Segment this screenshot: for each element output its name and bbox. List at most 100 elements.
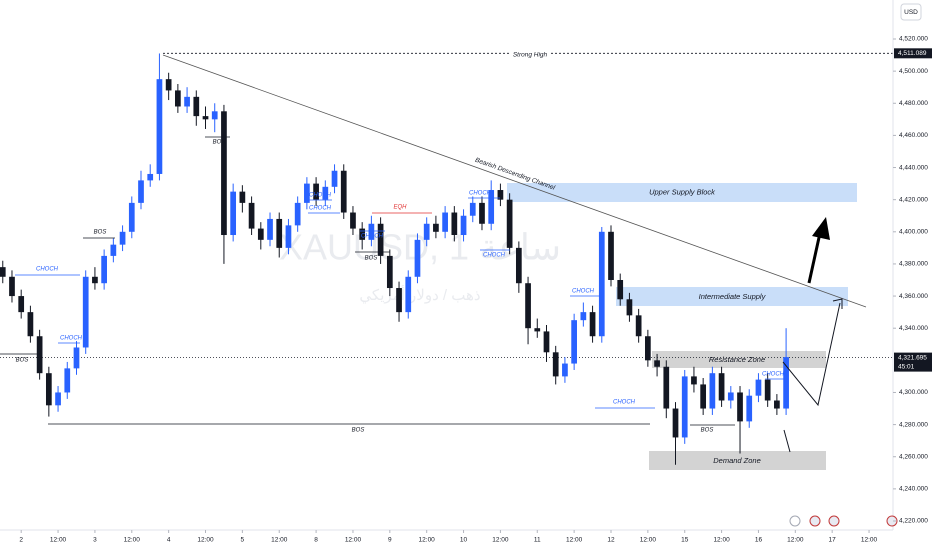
currency-label[interactable]: USD <box>904 9 918 16</box>
y-tick-label: 4,280.000 <box>899 421 928 428</box>
y-tick-label: 4,480.000 <box>899 100 928 107</box>
x-tick-label: 12:00 <box>787 537 804 544</box>
candle-body <box>350 212 356 229</box>
annotation: CHOCH <box>36 267 59 273</box>
candle-body <box>276 218 283 248</box>
candle-body <box>423 223 430 240</box>
annotation: CHOCH <box>60 336 83 342</box>
candle-body <box>73 347 80 369</box>
y-tick-label: 4,300.000 <box>899 389 928 396</box>
candle-body <box>119 231 126 245</box>
annotation: CHOCH <box>469 191 492 197</box>
candle-body <box>469 202 476 216</box>
candle-body <box>202 116 209 120</box>
candle-body <box>128 202 135 232</box>
candle-body <box>737 392 743 422</box>
projection-path <box>782 302 841 407</box>
candle-body <box>626 299 633 316</box>
candle-body <box>27 312 34 337</box>
x-tick-label: 5 <box>241 537 245 544</box>
event-icon[interactable] <box>789 515 801 527</box>
x-tick-label: 12:00 <box>861 537 878 544</box>
candle-body <box>221 111 227 236</box>
annotation: Resistance Zone <box>709 355 765 364</box>
currency-button[interactable] <box>900 3 922 21</box>
annotation: CHOCH <box>483 253 506 259</box>
x-tick-label: 12 <box>607 537 615 544</box>
x-tick-label: 12:00 <box>640 537 657 544</box>
upper-supply-zone <box>507 183 857 202</box>
demand-zone <box>649 451 826 470</box>
candle-body <box>746 395 753 422</box>
annotation: BOS <box>16 358 29 364</box>
candle-body <box>211 111 218 120</box>
y-tick-label: 4,240.000 <box>899 486 928 493</box>
candle-body <box>147 173 154 181</box>
candle-body <box>386 255 393 289</box>
y-tick-label: 4,460.000 <box>899 132 928 139</box>
y-tick-label: 4,500.000 <box>899 68 928 75</box>
candle-body <box>396 288 402 313</box>
event-icon[interactable] <box>828 515 840 527</box>
x-tick-label: 12:00 <box>271 537 288 544</box>
candle-body <box>580 312 587 321</box>
annotation: BOS <box>94 230 107 236</box>
x-tick-label: 12:00 <box>492 537 509 544</box>
annotation: Intermediate Supply <box>699 292 767 301</box>
candle-body <box>64 368 71 393</box>
candle-body <box>727 392 734 401</box>
candle-body <box>433 223 439 232</box>
background-layer: XAUUSD, 1 ساعة ذهب / دولار أمريكي <box>0 52 893 470</box>
candle-body <box>672 408 679 438</box>
candle-body <box>442 212 448 232</box>
x-tick-label: 15 <box>681 537 689 544</box>
candle-body <box>718 373 725 401</box>
annotation: CHOCH <box>572 289 595 295</box>
y-tick-label: 4,420.000 <box>899 196 928 203</box>
candle-body <box>654 360 660 367</box>
candle-body <box>313 183 319 200</box>
candle-body <box>755 379 762 396</box>
x-tick-label: 16 <box>755 537 763 544</box>
annotation: Strong High <box>513 52 548 59</box>
candle-body <box>18 296 25 313</box>
x-tick-label: 4 <box>167 537 171 544</box>
x-tick-label: 9 <box>388 537 392 544</box>
annotation: CHOCH <box>309 206 332 212</box>
y-tick-label: 4,400.000 <box>899 229 928 236</box>
annotation: BOS <box>365 256 378 262</box>
candle-body <box>764 379 771 401</box>
y-tick-label: 4,340.000 <box>899 325 928 332</box>
candle-body <box>488 190 495 224</box>
countdown: 45:01 <box>898 363 915 370</box>
candle-body <box>331 170 338 187</box>
candle-body <box>589 312 596 337</box>
candle-body <box>525 283 531 329</box>
projection-arrowhead <box>832 298 843 309</box>
annotation: BOS <box>352 428 365 434</box>
x-tick-label: 12:00 <box>566 537 583 544</box>
candle-body <box>617 280 624 300</box>
candle-body <box>497 190 504 200</box>
x-tick-label: 12:00 <box>345 537 362 544</box>
candle-body <box>110 244 117 256</box>
x-tick-label: 12:00 <box>124 537 141 544</box>
candle-body <box>608 231 614 280</box>
candle-body <box>543 331 550 353</box>
candle-body <box>285 225 292 248</box>
candle-body <box>304 183 310 203</box>
x-tick-label: 10 <box>460 537 468 544</box>
candle-body <box>598 231 605 337</box>
bullish-arrowhead <box>812 217 830 240</box>
annotation: EQH <box>393 205 407 211</box>
candle-body <box>45 373 52 406</box>
y-tick-label: 4,440.000 <box>899 164 928 171</box>
strong-high-tag <box>894 48 932 59</box>
candle-body <box>36 336 43 374</box>
event-icon[interactable] <box>886 515 898 527</box>
candle-body <box>663 366 670 409</box>
annotation: Upper Supply Block <box>649 187 716 196</box>
event-icon[interactable] <box>809 515 821 527</box>
last-price-label: 4,321.695 <box>898 354 927 361</box>
